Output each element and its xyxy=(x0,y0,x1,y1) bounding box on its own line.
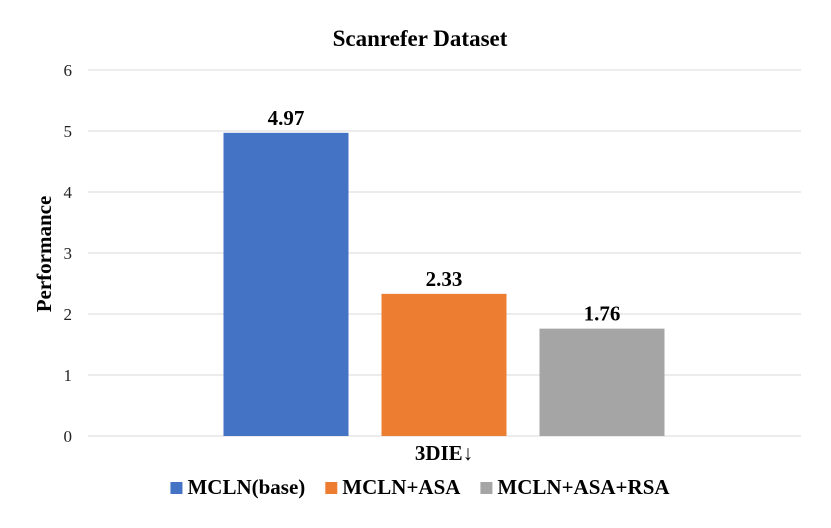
legend-swatch xyxy=(480,482,493,494)
y-axis-label: Performance xyxy=(32,196,56,313)
y-tick-label: 0 xyxy=(64,427,73,446)
legend: MCLN(base) MCLN+ASA MCLN+ASA+RSA xyxy=(170,475,670,499)
data-labels: 4.97 2.33 1.76 xyxy=(268,106,621,326)
legend-swatch xyxy=(325,482,338,494)
y-tick-label: 6 xyxy=(64,61,73,80)
legend-label: MCLN+ASA+RSA xyxy=(497,475,670,499)
bar xyxy=(223,132,349,436)
chart-title: Scanrefer Dataset xyxy=(333,26,508,51)
y-axis-ticks: 0 1 2 3 4 5 6 xyxy=(64,61,73,446)
bar xyxy=(381,293,507,436)
y-tick-label: 3 xyxy=(64,244,73,263)
data-label: 2.33 xyxy=(426,267,463,291)
y-tick-label: 1 xyxy=(64,366,73,385)
legend-item: MCLN(base) xyxy=(170,475,305,499)
legend-item: MCLN+ASA xyxy=(325,475,461,499)
data-label: 1.76 xyxy=(584,302,621,326)
data-label: 4.97 xyxy=(268,106,305,130)
legend-item: MCLN+ASA+RSA xyxy=(480,475,670,499)
legend-label: MCLN+ASA xyxy=(342,475,461,499)
legend-swatch xyxy=(170,482,183,494)
y-tick-label: 4 xyxy=(64,183,73,202)
bars xyxy=(223,132,665,436)
x-category-label: 3DIE↓ xyxy=(415,441,473,465)
y-tick-label: 5 xyxy=(64,122,73,141)
y-tick-label: 2 xyxy=(64,305,73,324)
bar xyxy=(539,328,665,436)
legend-label: MCLN(base) xyxy=(187,475,305,499)
